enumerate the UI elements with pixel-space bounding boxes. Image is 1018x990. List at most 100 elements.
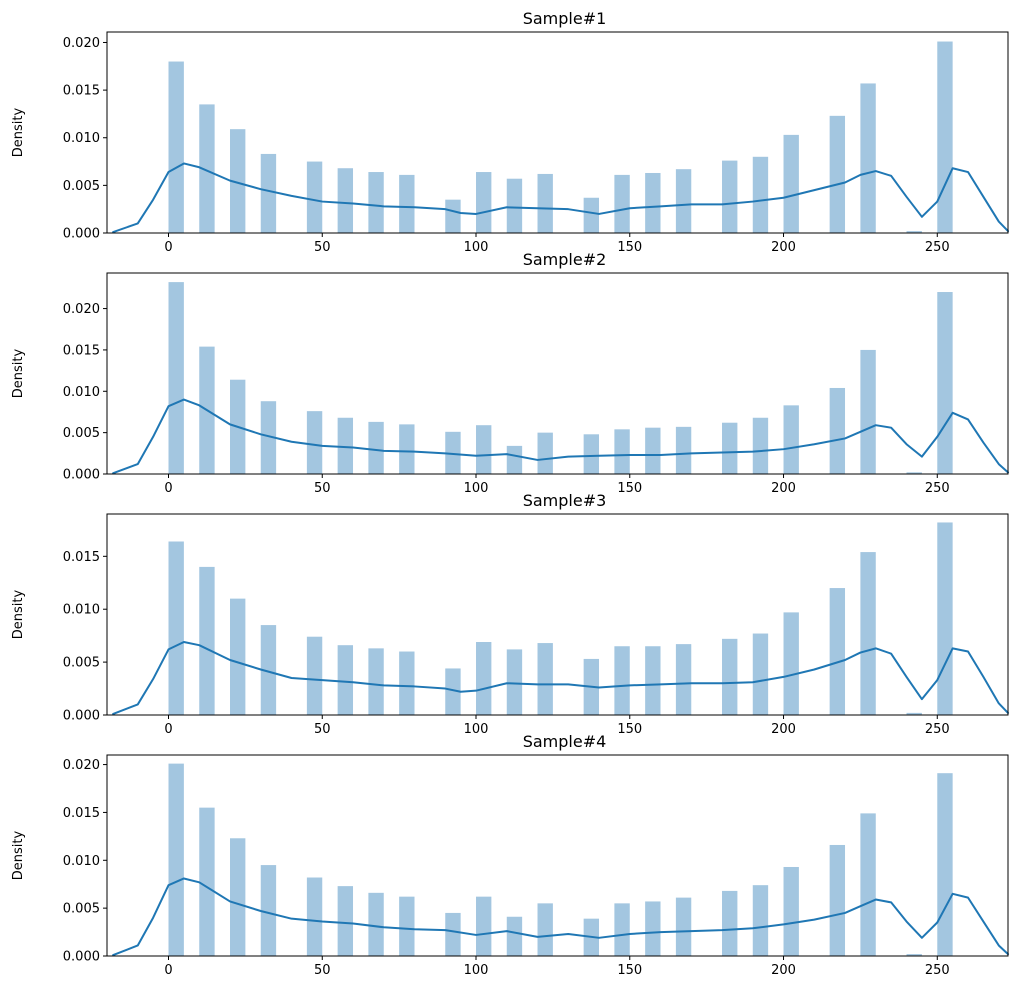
histogram-bar (722, 160, 738, 233)
kde-line (112, 398, 1009, 475)
subplot-title: Sample#3 (523, 491, 607, 510)
kde-line (112, 162, 1009, 234)
histogram-bar (260, 865, 277, 956)
histogram-bar (399, 651, 415, 715)
histogram-bar (506, 649, 523, 715)
y-tick-label: 0.010 (63, 385, 100, 400)
histogram-bar (752, 885, 769, 956)
histogram-bar (783, 612, 799, 715)
histogram-bar (937, 773, 953, 956)
histogram-bar (937, 41, 953, 234)
x-tick-label: 250 (925, 240, 950, 255)
histogram-bar (476, 642, 492, 715)
x-tick-label: 0 (164, 240, 172, 255)
histogram-bar (783, 405, 799, 474)
subplot-title: Sample#4 (523, 732, 607, 751)
y-tick-label: 0.020 (63, 36, 100, 51)
x-tick-label: 50 (314, 722, 331, 737)
y-tick-label: 0.000 (63, 227, 100, 242)
histogram-bar (860, 349, 876, 474)
x-tick-label: 0 (164, 963, 172, 978)
kde-line (112, 877, 1009, 957)
y-tick-label: 0.015 (63, 84, 100, 99)
histogram-bar (230, 838, 246, 956)
y-axis-label: Density (11, 830, 26, 880)
histogram-bar (368, 648, 384, 715)
x-tick-label: 150 (617, 240, 642, 255)
histogram-bar (829, 844, 846, 956)
x-tick-label: 50 (314, 240, 331, 255)
histogram-bar (675, 897, 692, 956)
histogram-bar (937, 292, 953, 474)
histogram-bar (445, 199, 461, 233)
y-tick-label: 0.015 (63, 550, 100, 565)
x-tick-label: 150 (617, 481, 642, 496)
histogram-bar (645, 172, 661, 233)
histogram-bar (337, 168, 354, 233)
histogram-bar (445, 668, 461, 715)
histogram-bar (506, 178, 523, 233)
histogram-bar (906, 954, 922, 956)
x-tick-label: 200 (771, 722, 796, 737)
subplot-title: Sample#1 (523, 9, 607, 28)
y-axis-label: Density (11, 589, 26, 639)
histogram-bar (860, 813, 876, 956)
histogram-bar (399, 896, 415, 956)
histogram-bar (645, 646, 661, 715)
histogram-bar (476, 896, 492, 956)
subplot-3: 0 50 100 150 200 250 0.000 0.005 0.010 0.015 Densi… (11, 491, 1009, 737)
y-tick-label: 0.015 (63, 806, 100, 821)
y-tick-label: 0.015 (63, 343, 100, 358)
histogram-bar (537, 643, 553, 715)
y-tick-label: 0.020 (63, 758, 100, 773)
histogram-bar (306, 636, 323, 715)
histogram-bar (306, 161, 323, 233)
histogram-bar (752, 633, 769, 715)
histogram-bar (937, 522, 953, 715)
y-tick-label: 0.000 (63, 468, 100, 483)
histogram-bar (368, 172, 384, 233)
histogram-bar (614, 646, 630, 715)
histogram-bar (752, 417, 769, 474)
histogram-bar (337, 645, 354, 715)
x-tick-label: 150 (617, 963, 642, 978)
y-tick-label: 0.010 (63, 603, 100, 618)
x-tick-label: 250 (925, 481, 950, 496)
x-tick-label: 200 (771, 963, 796, 978)
histogram-bar (829, 588, 846, 715)
axes-frame (106, 31, 1009, 234)
histogram-bar (230, 598, 246, 715)
histogram-bar (537, 903, 553, 956)
histogram-bar (199, 104, 215, 233)
histogram-bar (722, 890, 738, 956)
y-tick-label: 0.005 (63, 426, 100, 441)
histogram-bar (645, 427, 661, 474)
y-axis-label: Density (11, 107, 26, 157)
x-tick-label: 100 (464, 240, 489, 255)
histogram-bar (399, 174, 415, 233)
histogram-bar (168, 763, 184, 956)
histogram-bar (583, 197, 600, 233)
histogram-bar (614, 174, 630, 233)
histogram-bar (168, 61, 184, 233)
y-axis-label: Density (11, 348, 26, 398)
histogram-bar (675, 426, 692, 474)
y-tick-label: 0.000 (63, 709, 100, 724)
subplot-title: Sample#2 (523, 250, 607, 269)
histogram-bar (230, 129, 246, 233)
x-tick-label: 250 (925, 722, 950, 737)
x-tick-label: 200 (771, 481, 796, 496)
histogram-bar (506, 916, 523, 956)
histogram-bar (675, 644, 692, 715)
histogram-bar (906, 231, 922, 233)
histogram-bar (614, 429, 630, 474)
histogram-bar (445, 431, 461, 474)
histogram-bar (476, 425, 492, 474)
histogram-bar (260, 153, 277, 233)
histogram-bar (829, 115, 846, 233)
y-tick-label: 0.010 (63, 131, 100, 146)
histogram-bar (783, 134, 799, 233)
histogram-bar (506, 445, 523, 474)
histogram-bar (476, 172, 492, 233)
